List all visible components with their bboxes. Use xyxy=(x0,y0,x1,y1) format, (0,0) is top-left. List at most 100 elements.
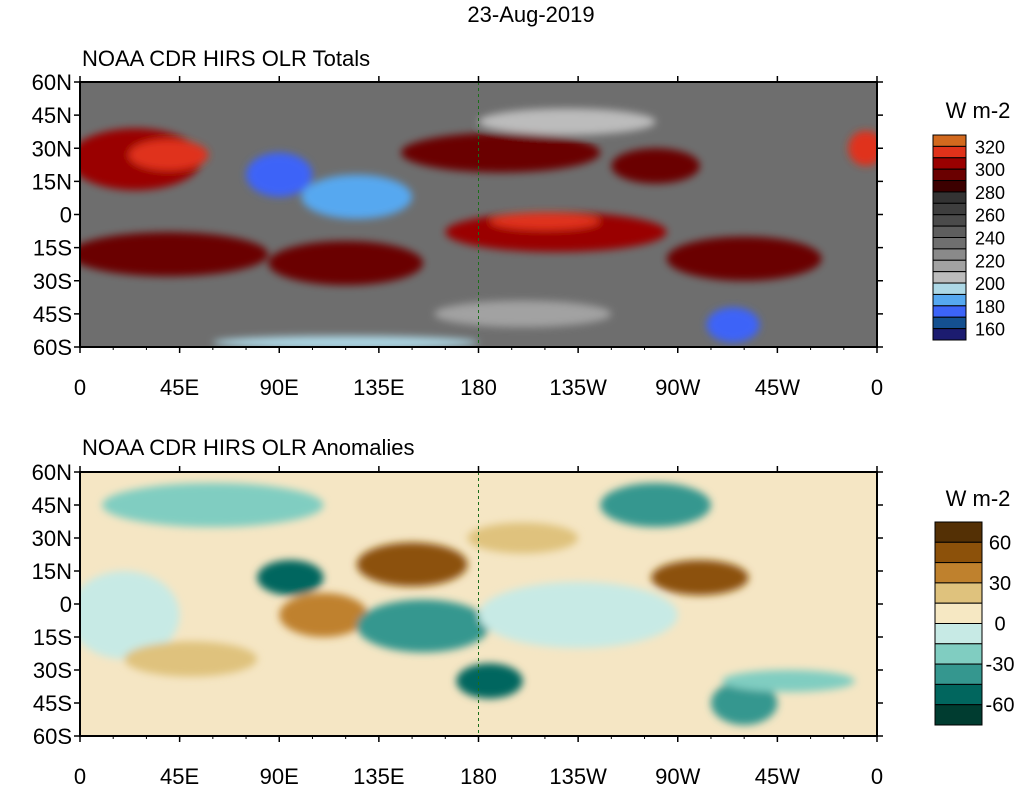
lon-tick-label: 0 xyxy=(871,764,883,788)
colorbar-box xyxy=(934,521,983,543)
field-region xyxy=(651,560,749,596)
lon-tick-label: 135W xyxy=(549,764,607,788)
colorbar-box xyxy=(932,328,967,341)
colorbar-box xyxy=(932,259,967,273)
lon-tick-label: 135E xyxy=(353,375,404,400)
lon-tick-label: 0 xyxy=(74,375,86,400)
field-region xyxy=(128,139,209,171)
field-region xyxy=(124,641,258,677)
field-region xyxy=(611,148,700,184)
field-region xyxy=(489,212,601,230)
lon-tick-label: 90E xyxy=(260,375,299,400)
colorbar-box xyxy=(932,225,967,239)
colorbar-box xyxy=(932,168,967,182)
colorbar-box xyxy=(932,202,967,216)
field-region xyxy=(467,522,579,554)
lat-tick-label: 30N xyxy=(32,136,72,161)
date-title: 23-Aug-2019 xyxy=(467,2,594,27)
colorbar-label: 320 xyxy=(975,137,1005,157)
colorbar-label: 220 xyxy=(975,251,1005,271)
lon-tick-label: 90E xyxy=(260,764,299,788)
colorbar-box xyxy=(934,683,983,706)
colorbar-box xyxy=(932,145,967,159)
colorbar-box xyxy=(932,305,967,318)
colorbar-box xyxy=(934,623,983,645)
lat-tick-label: 30N xyxy=(32,526,72,551)
anomalies-panel: NOAA CDR HIRS OLR Anomalies W m-2 60N 45N… xyxy=(32,435,1015,788)
colorbar-label: 260 xyxy=(975,206,1005,226)
colorbar-label: 200 xyxy=(975,274,1005,294)
lat-tick-label: 15N xyxy=(32,169,72,194)
field-region xyxy=(666,236,822,281)
colorbar-label: 160 xyxy=(975,320,1005,340)
lat-tick-label: 45S xyxy=(33,302,72,327)
colorbar-box xyxy=(934,663,983,685)
colorbar-box xyxy=(932,248,967,261)
lon-tick-label: 0 xyxy=(871,375,883,400)
anomalies-units-label: W m-2 xyxy=(946,486,1011,511)
field-region xyxy=(710,681,778,725)
lat-tick-label: 45N xyxy=(32,103,72,128)
colorbar-label: 240 xyxy=(975,229,1005,249)
field-region xyxy=(848,130,877,166)
colorbar-label: -60 xyxy=(986,695,1015,717)
colorbar-label: 180 xyxy=(975,297,1005,317)
lat-tick-label: 0 xyxy=(60,203,72,228)
lon-tick-label: 45W xyxy=(755,375,800,400)
colorbar-label: 0 xyxy=(994,614,1005,636)
lat-tick-label: 45S xyxy=(33,691,72,716)
field-region xyxy=(356,542,468,587)
field-region xyxy=(257,560,324,596)
field-region xyxy=(434,300,612,328)
lat-tick-label: 30S xyxy=(33,269,72,294)
field-region xyxy=(600,483,711,527)
colorbar-box xyxy=(932,180,967,193)
field-region xyxy=(456,663,523,699)
totals-units-label: W m-2 xyxy=(946,98,1011,123)
colorbar-box xyxy=(934,582,983,604)
colorbar-box xyxy=(934,704,983,726)
colorbar-box xyxy=(932,271,967,284)
lat-tick-label: 60N xyxy=(32,70,72,95)
colorbar-box xyxy=(932,134,967,147)
totals-panel: NOAA CDR HIRS OLR Totals W m-2 60N 45N 30N… xyxy=(32,46,1011,400)
colorbar-box xyxy=(934,643,983,665)
anomalies-title: NOAA CDR HIRS OLR Anomalies xyxy=(82,435,415,460)
lon-tick-label: 90W xyxy=(655,375,700,400)
field-region xyxy=(301,174,413,219)
lat-tick-label: 60S xyxy=(33,335,72,360)
field-region xyxy=(706,307,760,343)
lat-tick-label: 45N xyxy=(32,493,72,518)
lon-tick-label: 0 xyxy=(74,764,86,788)
lat-tick-label: 15S xyxy=(33,236,72,261)
field-region xyxy=(80,571,180,659)
colorbar-box xyxy=(934,602,983,625)
lon-tick-label: 90W xyxy=(655,764,700,788)
lon-tick-label: 135W xyxy=(549,375,607,400)
lat-tick-label: 15S xyxy=(33,625,72,650)
field-region xyxy=(212,335,479,347)
field-region xyxy=(80,232,269,277)
colorbar-label: -30 xyxy=(986,654,1015,676)
colorbar-label: 30 xyxy=(989,573,1011,595)
lon-tick-label: 135E xyxy=(353,764,404,788)
colorbar-box xyxy=(934,541,983,564)
colorbar-box xyxy=(932,191,967,204)
colorbar-label: 280 xyxy=(975,183,1005,203)
field-region xyxy=(246,152,313,197)
colorbar-box xyxy=(932,157,967,170)
colorbar-box xyxy=(932,316,967,330)
field-region xyxy=(478,582,678,648)
map-field xyxy=(80,82,877,347)
colorbar-label: 300 xyxy=(975,160,1005,180)
field-region xyxy=(356,599,490,653)
field-region xyxy=(268,241,424,286)
colorbar-box xyxy=(932,293,967,307)
field-region xyxy=(102,483,324,527)
lon-tick-label: 45E xyxy=(160,764,199,788)
lon-tick-label: 180 xyxy=(460,764,497,788)
lon-tick-label: 45W xyxy=(755,764,800,788)
lon-tick-label: 45E xyxy=(160,375,199,400)
colorbar-box xyxy=(932,282,967,295)
